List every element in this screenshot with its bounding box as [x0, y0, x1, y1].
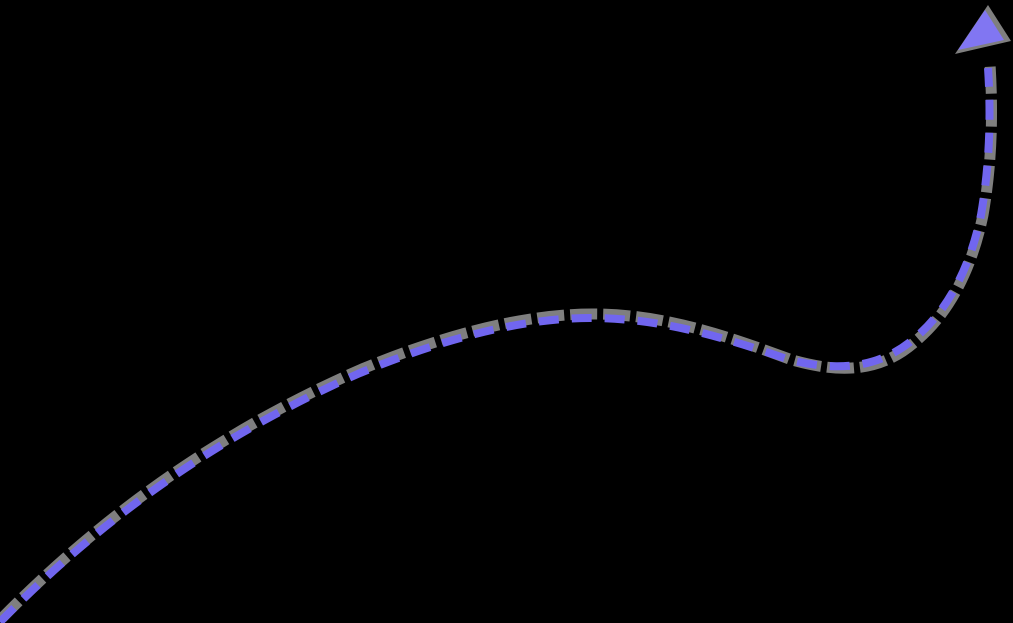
- arrow-curve: [0, 67, 994, 623]
- arrow-curve-shadow: [0, 63, 998, 622]
- arrowhead-icon: [958, 10, 1004, 50]
